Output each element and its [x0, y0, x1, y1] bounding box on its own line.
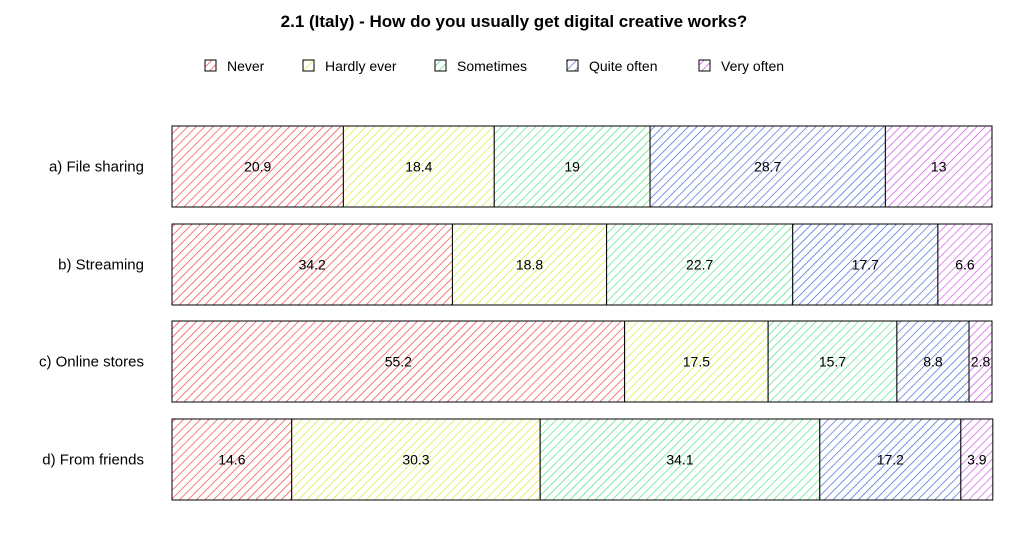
legend-swatch: [204, 59, 217, 72]
data-label: 8.8: [923, 354, 943, 370]
chart-title: 2.1 (Italy) - How do you usually get dig…: [281, 12, 748, 31]
data-label: 19: [564, 159, 580, 175]
data-label: 34.2: [299, 257, 326, 273]
legend-label: Sometimes: [457, 58, 527, 74]
data-label: 17.2: [877, 452, 904, 468]
category-label: d) From friends: [42, 452, 144, 469]
bar-segment-sometimes: [767, 320, 898, 403]
legend-swatch: [698, 59, 711, 72]
data-label: 2.8: [971, 354, 991, 370]
bar-segment-never: [171, 125, 344, 208]
data-label: 6.6: [955, 257, 975, 273]
data-label: 17.7: [852, 257, 879, 273]
bar-segment-hardly-ever: [624, 320, 769, 403]
bar-segment-very-often: [968, 320, 993, 403]
data-label: 22.7: [686, 257, 713, 273]
bar-segment-quite-often: [896, 320, 970, 403]
bar-segment-very-often: [960, 418, 994, 501]
bar-segment-sometimes: [539, 418, 821, 501]
legend-item-hardly-ever: Hardly ever: [302, 58, 397, 74]
legend: Never Hardly ever Sometimes Quite often Very…: [204, 58, 784, 74]
data-label: 3.9: [967, 452, 987, 468]
category-axis: a) File sharing b) Streaming c) Online sto…: [39, 159, 144, 469]
data-label: 30.3: [402, 452, 429, 468]
category-label: a) File sharing: [49, 159, 144, 176]
bar-segment-very-often: [884, 125, 993, 208]
legend-item-never: Never: [204, 58, 265, 74]
bar-segment-never: [171, 320, 626, 403]
data-label: 20.9: [244, 159, 271, 175]
legend-swatch: [302, 59, 315, 72]
bar-segment-sometimes: [606, 223, 794, 306]
data-label: 15.7: [819, 354, 846, 370]
bar-segment-quite-often: [792, 223, 939, 306]
legend-swatch: [434, 59, 447, 72]
data-label: 55.2: [385, 354, 412, 370]
bar-segment-never: [171, 223, 453, 306]
bar-segment-hardly-ever: [342, 125, 495, 208]
bar-segment-quite-often: [819, 418, 962, 501]
category-label: b) Streaming: [58, 257, 144, 274]
data-label: 13: [931, 159, 947, 175]
data-label: 14.6: [218, 452, 245, 468]
legend-label: Very often: [721, 58, 784, 74]
legend-item-very-often: Very often: [698, 58, 784, 74]
data-label: 18.4: [405, 159, 432, 175]
plot-area: 20.9 18.4 19 28.7 13 34.2 18.8 22.7 17.7 6.6 55.2 1…: [171, 125, 994, 501]
legend-label: Hardly ever: [325, 58, 397, 74]
bar-segment-hardly-ever: [451, 223, 608, 306]
bar-segment-hardly-ever: [291, 418, 541, 501]
bar-segment-sometimes: [493, 125, 651, 208]
legend-label: Quite often: [589, 58, 658, 74]
legend-label: Never: [227, 58, 265, 74]
legend-item-sometimes: Sometimes: [434, 58, 527, 74]
legend-item-quite-often: Quite often: [566, 58, 658, 74]
bar-segment-quite-often: [649, 125, 886, 208]
data-label: 34.1: [666, 452, 693, 468]
data-label: 28.7: [754, 159, 781, 175]
data-label: 18.8: [516, 257, 543, 273]
data-label: 17.5: [683, 354, 710, 370]
bar-segment-very-often: [937, 223, 993, 306]
legend-swatch: [566, 59, 579, 72]
category-label: c) Online stores: [39, 354, 144, 371]
